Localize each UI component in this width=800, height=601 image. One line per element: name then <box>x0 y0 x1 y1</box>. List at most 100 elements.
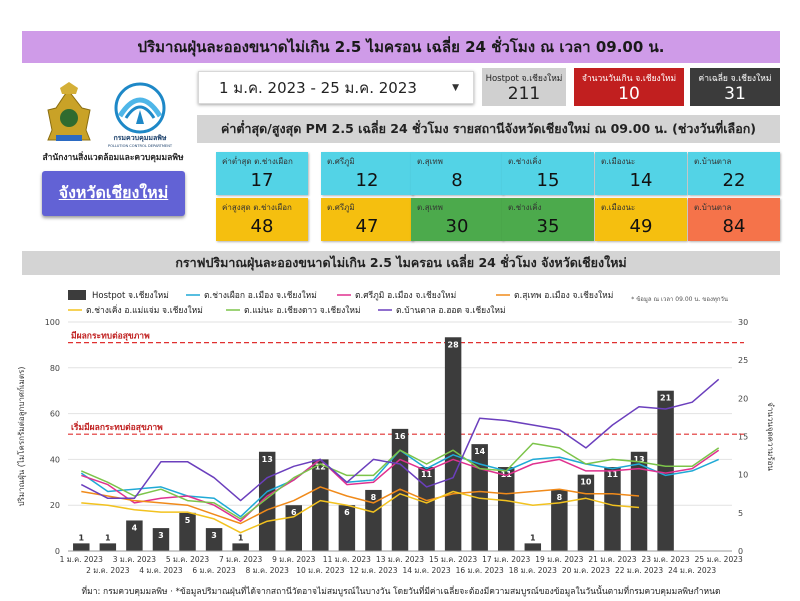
left-tick-label: 40 <box>50 455 60 464</box>
x-tick-label: 19 ม.ค. 2023 <box>535 555 583 564</box>
right-tick-label: 20 <box>738 394 748 403</box>
kpi-card-1: จำนวนวันเกิน จ.เชียงใหม่ 10 <box>574 68 684 106</box>
x-tick-label: 20 ม.ค. 2023 <box>562 566 610 575</box>
right-tick-label: 30 <box>738 318 748 327</box>
bar-data-label: 1 <box>105 533 111 542</box>
province-button-label: จังหวัดเชียงใหม่ <box>58 183 169 202</box>
left-tick-label: 20 <box>50 501 60 510</box>
hotspot-bar <box>312 459 329 551</box>
bar-data-label: 6 <box>291 508 297 517</box>
page-title-text: ปริมาณฝุ่นละอองขนาดไม่เกิน 2.5 ไมครอน เฉ… <box>137 38 665 56</box>
x-tick-label: 3 ม.ค. 2023 <box>113 555 157 564</box>
kpi-card-2: ค่าเฉลี่ย จ.เชียงใหม่ 31 <box>690 68 780 106</box>
stat-value: 48 <box>250 216 274 237</box>
x-tick-label: 25 ม.ค. 2023 <box>695 555 743 564</box>
office-name: สำนักงานสิ่งแวดล้อมและควบคุมมลพิษ <box>42 153 184 163</box>
dropdown-caret-icon: ▼ <box>452 82 459 93</box>
x-tick-label: 11 ม.ค. 2023 <box>323 555 371 564</box>
bar-data-label: 16 <box>394 432 406 441</box>
max-stat-card: ต.บ้านตาล 84 <box>688 198 780 241</box>
bar-data-label: 3 <box>158 531 164 540</box>
max-stat-card: ต.ศรีภูมิ 47 <box>321 198 413 241</box>
stat-label: ต.ช่างเคิ่ง <box>508 157 542 166</box>
legend-label: Hostpot จ.เชียงใหม่ <box>92 290 169 301</box>
series-line <box>81 486 640 525</box>
kpi-label: จำนวนวันเกิน จ.เชียงใหม่ <box>581 73 677 84</box>
bar-data-label: 13 <box>633 455 644 464</box>
stat-value: 14 <box>629 170 653 191</box>
min-stat-card: ต.สุเทพ 8 <box>411 152 503 195</box>
kpi-value: 31 <box>724 83 746 104</box>
chart-note: * ข้อมูล ณ เวลา 09.00 น. ของทุกวัน <box>631 296 728 303</box>
stat-label: ต.เมืองนะ <box>601 157 636 166</box>
bar-data-label: 11 <box>421 470 433 479</box>
hotspot-bar <box>126 520 143 551</box>
kpi-value: 10 <box>618 83 640 104</box>
hotspot-bar <box>338 505 356 551</box>
bar-data-label: 12 <box>315 462 326 471</box>
bar-data-label: 28 <box>448 340 460 349</box>
stat-value: 47 <box>355 216 379 237</box>
x-tick-label: 10 ม.ค. 2023 <box>296 566 344 575</box>
stat-label: ต.บ้านตาล <box>694 203 732 212</box>
x-tick-label: 24 ม.ค. 2023 <box>668 566 716 575</box>
kpi-value: 211 <box>507 83 541 104</box>
hotspot-bar <box>630 451 648 551</box>
x-tick-label: 9 ม.ค. 2023 <box>272 555 316 564</box>
x-tick-label: 23 ม.ค. 2023 <box>642 555 690 564</box>
series-line <box>80 378 720 502</box>
hotspot-bar <box>205 528 223 551</box>
x-tick-label: 18 ม.ค. 2023 <box>509 566 557 575</box>
bar-data-label: 8 <box>371 493 377 502</box>
pcd-logo-text: กรมควบคุมมลพิษ <box>113 134 166 142</box>
legend-label: ต.สุเทพ อ.เมือง จ.เชียงใหม่ <box>514 290 613 301</box>
date-range-value: 1 ม.ค. 2023 - 25 ม.ค. 2023 <box>219 78 417 97</box>
right-axis-title: จำนวนจุดความร้อน <box>766 402 775 471</box>
threshold-label: เริ่มมีผลกระทบต่อสุขภาพ <box>71 420 163 433</box>
stat-value: 15 <box>536 170 560 191</box>
stat-label: ต.สุเทพ <box>417 157 443 166</box>
x-tick-label: 22 ม.ค. 2023 <box>615 566 663 575</box>
hotspot-bar <box>551 489 568 551</box>
pcd-logo-icon: กรมควบคุมมลพิษ POLLUTION CONTROL DEPARTM… <box>108 82 173 148</box>
stat-value: 17 <box>250 170 274 191</box>
hotspot-bar <box>524 543 542 551</box>
hotspot-bar <box>232 543 249 551</box>
right-tick-label: 5 <box>738 509 743 518</box>
x-tick-label: 12 ม.ค. 2023 <box>349 566 397 575</box>
province-button[interactable]: จังหวัดเชียงใหม่ <box>42 171 185 216</box>
min-stat-card: ต.ศรีภูมิ 12 <box>321 152 413 195</box>
bar-data-label: 13 <box>262 455 273 464</box>
hotspot-bar <box>179 512 196 551</box>
stat-label: ค่าสูงสุด ต.ช่างเผือก <box>222 203 292 212</box>
date-range-selector[interactable]: 1 ม.ค. 2023 - 25 ม.ค. 2023 ▼ <box>198 71 474 104</box>
stat-value: 12 <box>355 170 379 191</box>
max-stat-card: ค่าสูงสุด ต.ช่างเผือก 48 <box>216 198 308 241</box>
hotspot-bar <box>498 467 515 551</box>
logo-area: กรมควบคุมมลพิษ POLLUTION CONTROL DEPARTM… <box>30 80 195 150</box>
left-axis-title: ปริมาณฝุ่น (ไมโครกรัมต่อลูกบาศก์เมตร) <box>16 367 27 507</box>
x-tick-label: 7 ม.ค. 2023 <box>219 555 263 564</box>
source-footnote: ที่มา: กรมควบคุมมลพิษ · *ข้อมูลปริมาณฝุ่… <box>81 587 721 597</box>
bar-data-label: 21 <box>660 394 672 403</box>
bar-data-label: 8 <box>557 493 563 502</box>
station-stats-header-text: ค่าต่ำสุด/สูงสุด PM 2.5 เฉลี่ย 24 ชั่วโม… <box>221 121 756 136</box>
min-stat-card: ต.บ้านตาล 22 <box>688 152 780 195</box>
bar-data-label: 4 <box>132 523 138 532</box>
right-tick-label: 0 <box>738 547 743 556</box>
hotspot-bar <box>73 543 90 551</box>
stat-label: ต.เมืองนะ <box>601 203 636 212</box>
bar-data-label: 1 <box>238 533 244 542</box>
x-tick-label: 6 ม.ค. 2023 <box>192 566 236 575</box>
stat-label: ต.ศรีภูมิ <box>327 203 355 212</box>
hotspot-bar <box>444 337 462 551</box>
bar-data-label: 11 <box>607 470 619 479</box>
x-tick-label: 8 ม.ค. 2023 <box>246 566 290 575</box>
chart-heading: กราฟปริมาณฝุ่นละอองขนาดไม่เกิน 2.5 ไมครอ… <box>22 251 780 275</box>
left-tick-label: 80 <box>50 364 60 373</box>
legend-label: ต.แม่นะ อ.เชียงดาว จ.เชียงใหม่ <box>244 305 361 316</box>
series-line <box>81 490 640 534</box>
min-stat-card: ต.ช่างเคิ่ง 15 <box>502 152 594 195</box>
station-stats-header: ค่าต่ำสุด/สูงสุด PM 2.5 เฉลี่ย 24 ชั่วโม… <box>197 115 780 143</box>
bar-data-label: 14 <box>474 447 486 456</box>
